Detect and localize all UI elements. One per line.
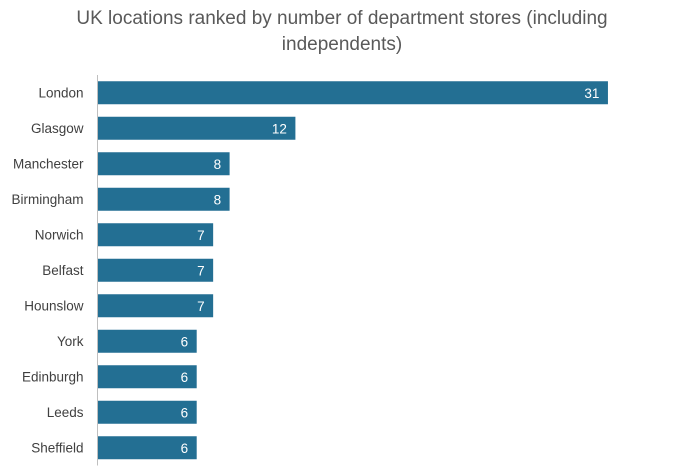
category-label-edinburgh: Edinburgh [22,369,84,384]
bar-belfast [98,258,214,282]
category-label-hounslow: Hounslow [24,298,84,313]
category-label-sheffield: Sheffield [31,440,83,455]
data-label-belfast: 7 [197,263,205,278]
category-label-glasgow: Glasgow [31,121,84,136]
data-label-birmingham: 8 [214,192,222,207]
category-label-birmingham: Birmingham [11,192,83,207]
data-label-sheffield: 6 [181,441,189,456]
data-label-manchester: 8 [214,157,222,172]
bars-layer: London 31 Glasgow 12 Manchester 8 Birmingham 8 N… [11,81,608,460]
category-label-belfast: Belfast [42,263,84,278]
category-label-norwich: Norwich [35,227,84,242]
bar-sheffield [98,436,197,460]
bar-edinburgh [98,365,197,389]
data-label-edinburgh: 6 [181,370,189,385]
chart-title: UK locations ranked by number of departm… [0,6,684,58]
data-label-hounslow: 7 [197,299,205,314]
bar-glasgow [98,116,296,140]
bar-york [98,329,197,353]
category-label-manchester: Manchester [13,156,84,171]
data-label-york: 6 [181,334,189,349]
bar-birmingham [98,187,230,211]
bar-leeds [98,400,197,424]
data-label-norwich: 7 [197,228,205,243]
category-label-london: London [38,85,83,100]
category-label-leeds: Leeds [47,405,84,420]
data-label-london: 31 [584,86,599,101]
chart-title-line-2: independents) [281,34,403,55]
bar-norwich [98,223,214,247]
bar-manchester [98,152,230,176]
chart-title-line-1: UK locations ranked by number of departm… [76,8,608,29]
bar-hounslow [98,294,214,318]
category-label-york: York [57,334,84,349]
data-label-leeds: 6 [181,405,189,420]
data-label-glasgow: 12 [272,121,287,136]
bar-london [98,81,608,105]
